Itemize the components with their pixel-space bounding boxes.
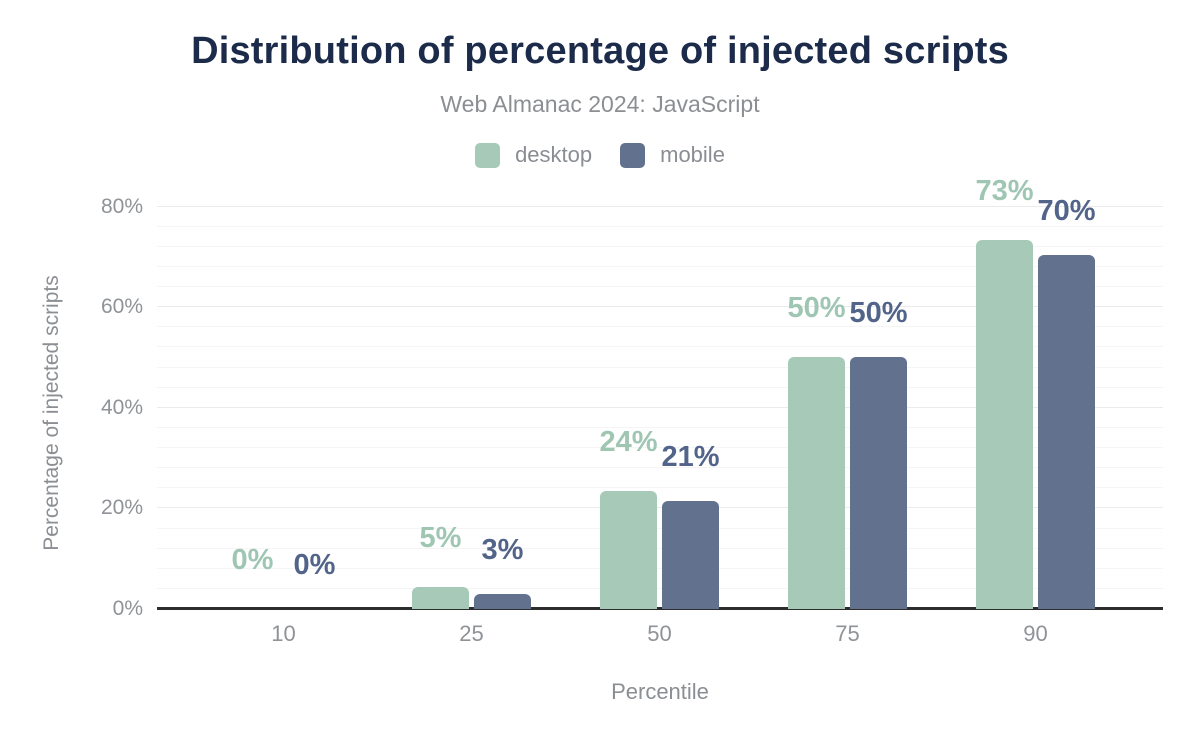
legend-label-desktop: desktop	[515, 142, 593, 167]
desktop-value-label-p90: 73%	[975, 175, 1034, 208]
mobile-swatch-icon	[620, 142, 646, 168]
minor-gridline	[157, 426, 1163, 428]
minor-gridline	[157, 567, 1163, 569]
chart-subtitle: Web Almanac 2024: JavaScript	[440, 91, 760, 117]
y-tick-label-60: 60%	[100, 295, 143, 319]
y-tick-label-80: 80%	[100, 194, 143, 218]
legend-item-mobile: mobile	[620, 142, 725, 168]
mobile-bar-p25	[474, 593, 531, 609]
x-axis-line	[157, 607, 1163, 610]
desktop-bar-p25	[412, 586, 469, 609]
minor-gridline	[157, 286, 1163, 288]
y-tick-label-20: 20%	[100, 496, 143, 520]
minor-gridline	[157, 587, 1163, 589]
x-tick-label-75: 75	[835, 621, 860, 646]
minor-gridline	[157, 547, 1163, 549]
x-tick-label-50: 50	[647, 621, 672, 646]
chart-title: Distribution of percentage of injected s…	[191, 30, 1009, 72]
desktop-swatch-icon	[475, 142, 501, 168]
desktop-value-label-p50: 24%	[599, 425, 658, 458]
mobile-value-label-p75: 50%	[849, 296, 908, 329]
mobile-bar-p90	[1038, 255, 1095, 609]
x-axis-title: Percentile	[611, 679, 709, 704]
minor-gridline	[157, 245, 1163, 247]
minor-gridline	[157, 225, 1163, 227]
plot-area: 0% 0% 5% 3% 24% 21% 50% 50% 73% 70%	[157, 177, 1163, 610]
y-tick-label-40: 40%	[100, 395, 143, 419]
x-tick-label-90: 90	[1023, 621, 1048, 646]
minor-gridline	[157, 265, 1163, 267]
mobile-value-label-p50: 21%	[661, 440, 720, 473]
x-tick-label-25: 25	[459, 621, 484, 646]
x-tick-label-10: 10	[271, 621, 296, 646]
minor-gridline	[157, 326, 1163, 328]
mobile-bar-p50	[662, 500, 719, 609]
minor-gridline	[157, 366, 1163, 368]
major-gridline	[157, 205, 1163, 207]
major-gridline	[157, 507, 1163, 509]
mobile-value-label-p90: 70%	[1037, 195, 1096, 228]
y-tick-label-0: 0%	[112, 597, 143, 620]
desktop-bar-p50	[600, 490, 657, 609]
mobile-value-label-p25: 3%	[481, 533, 524, 566]
minor-gridline	[157, 447, 1163, 449]
major-gridline	[157, 306, 1163, 308]
legend: desktop mobile	[0, 142, 1200, 168]
minor-gridline	[157, 386, 1163, 388]
desktop-value-label-p10: 0%	[231, 544, 274, 576]
mobile-bar-p75	[850, 356, 907, 609]
desktop-bar-p90	[976, 240, 1033, 609]
desktop-value-label-p25: 5%	[419, 521, 462, 554]
minor-gridline	[157, 487, 1163, 489]
minor-gridline	[157, 346, 1163, 348]
minor-gridline	[157, 527, 1163, 529]
minor-gridline	[157, 467, 1163, 469]
legend-item-desktop: desktop	[475, 142, 592, 168]
desktop-bar-p75	[788, 356, 845, 609]
desktop-value-label-p75: 50%	[787, 291, 846, 324]
mobile-value-label-p10: 0%	[293, 549, 336, 581]
major-gridline	[157, 406, 1163, 408]
legend-label-mobile: mobile	[660, 142, 725, 167]
